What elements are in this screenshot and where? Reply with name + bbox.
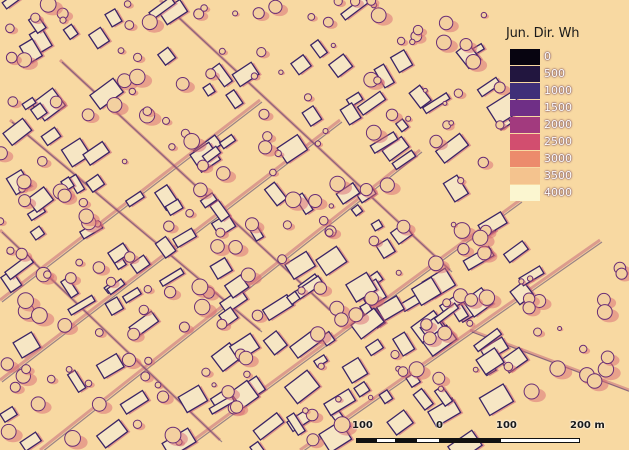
legend-swatch [510, 151, 540, 167]
scale-segment-1 [356, 438, 376, 443]
scale-segment-6 [500, 438, 580, 443]
scale-label-right: 200 m [570, 420, 605, 431]
legend-swatch [510, 134, 540, 150]
scale-label-mid: 100 [496, 420, 517, 431]
legend-swatch [510, 168, 540, 184]
legend-swatch [510, 185, 540, 201]
legend-label: 1500 [544, 101, 572, 114]
scale-segment-5 [440, 438, 500, 443]
legend-swatch [510, 83, 540, 99]
legend-swatch [510, 117, 540, 133]
scale-segment-4 [416, 438, 440, 443]
legend-swatch [510, 100, 540, 116]
legend-label: 3500 [544, 169, 572, 182]
legend-title: Jun. Dir. Wh [506, 26, 580, 41]
scale-label-left: 100 [352, 420, 373, 431]
legend-label: 2000 [544, 118, 572, 131]
legend-swatch [510, 49, 540, 65]
legend-label: 4000 [544, 186, 572, 199]
legend-swatch [510, 66, 540, 82]
scale-segment-3 [396, 438, 416, 443]
legend-label: 2500 [544, 135, 572, 148]
scale-label-zero: 0 [436, 420, 443, 431]
legend-label: 3000 [544, 152, 572, 165]
legend-label: 500 [544, 67, 565, 80]
legend-label: 1000 [544, 84, 572, 97]
legend-label: 0 [544, 50, 551, 63]
scale-bar: 100 0 100 200 m [352, 420, 624, 448]
scale-segment-2 [376, 438, 396, 443]
